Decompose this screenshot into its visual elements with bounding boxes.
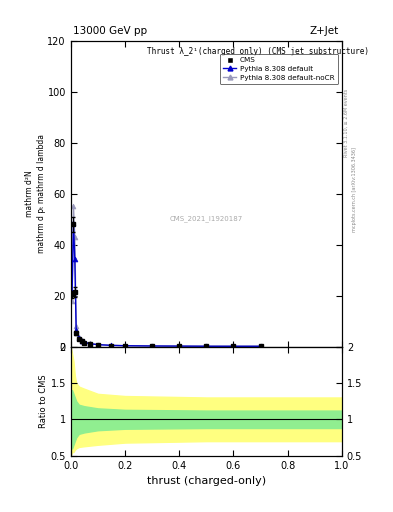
X-axis label: thrust (charged-only): thrust (charged-only): [147, 476, 266, 486]
Text: mcplots.cern.ch [arXiv:1306.3436]: mcplots.cern.ch [arXiv:1306.3436]: [352, 147, 357, 232]
Text: CMS_2021_I1920187: CMS_2021_I1920187: [170, 215, 243, 222]
Text: 13000 GeV pp: 13000 GeV pp: [73, 27, 148, 36]
Y-axis label: Ratio to CMS: Ratio to CMS: [39, 374, 48, 428]
Y-axis label: mathrm d²N
mathrm d pₜ mathrm d lambda: mathrm d²N mathrm d pₜ mathrm d lambda: [25, 134, 46, 253]
Legend: CMS, Pythia 8.308 default, Pythia 8.308 default-noCR: CMS, Pythia 8.308 default, Pythia 8.308 …: [220, 54, 338, 84]
Text: Z+Jet: Z+Jet: [310, 27, 339, 36]
Text: Thrust λ_2¹(charged only) (CMS jet substructure): Thrust λ_2¹(charged only) (CMS jet subst…: [147, 47, 369, 56]
Text: Rivet 3.1.10, ≥ 2.6M events: Rivet 3.1.10, ≥ 2.6M events: [344, 89, 349, 157]
